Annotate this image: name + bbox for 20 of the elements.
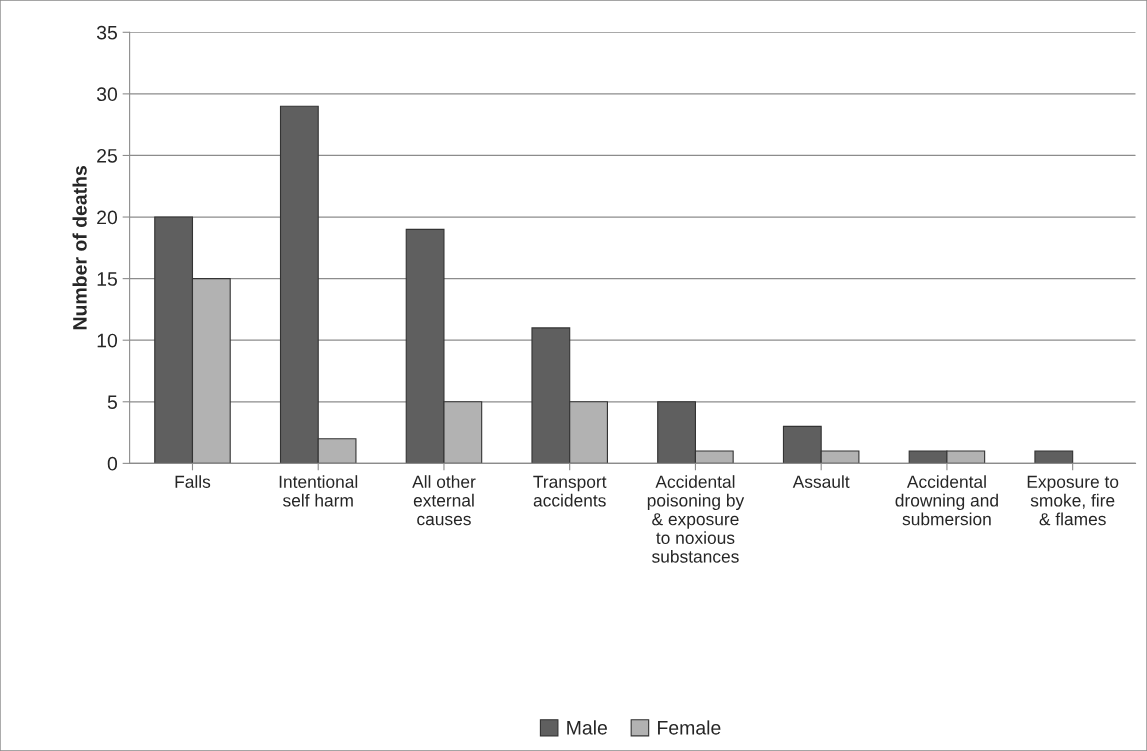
x-tick-label: Intentional self harm — [279, 475, 358, 507]
y-tick-label: 35 — [96, 25, 117, 40]
y-tick-label: 5 — [107, 395, 117, 410]
y-tick-label: 30 — [96, 87, 118, 102]
x-tick-label: Assault — [792, 475, 850, 488]
y-tick-label: 20 — [97, 210, 118, 225]
x-tick-label: Falls — [175, 475, 211, 488]
y-tick-label: 0 — [107, 456, 118, 471]
y-tick-label: 15 — [97, 272, 117, 286]
x-tick-label: Accidental drowning and submersion — [895, 475, 998, 526]
x-tick-label: Accidental poisoning by & exposure to noxious substances — [647, 475, 745, 563]
x-tick-label: All other external causes — [412, 475, 476, 526]
legend-label: Male — [567, 720, 607, 735]
x-tick-label: Exposure to smoke, fire & flames — [1027, 475, 1119, 526]
y-tick-label: 25 — [97, 148, 117, 163]
x-tick-label: Transport accidents — [533, 475, 607, 507]
y-tick-label: 10 — [97, 333, 118, 348]
legend-label: Female — [658, 720, 721, 735]
y-axis-title: Number of deaths — [72, 165, 87, 330]
bar — [1034, 450, 1074, 464]
